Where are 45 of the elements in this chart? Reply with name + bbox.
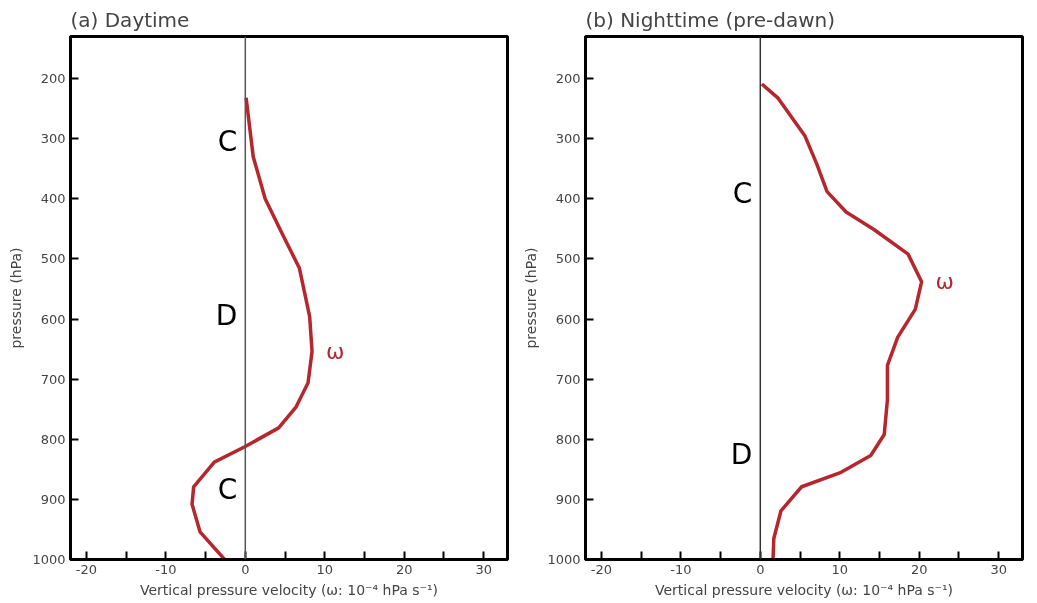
x-tick-label: 10 [831, 561, 849, 577]
y-tick-label: 200 [555, 71, 581, 87]
x-tick-label: 0 [756, 561, 765, 577]
x-tick-label: 0 [241, 561, 250, 577]
y-tick-label: 500 [40, 251, 66, 267]
x-axis-title: Vertical pressure velocity (ω: 10⁻⁴ hPa s⁻¹) [654, 581, 954, 598]
annotation: D [730, 438, 753, 472]
y-tick-label: 200 [40, 71, 66, 87]
y-tick-label: 1000 [547, 552, 581, 567]
y-tick-label: 700 [40, 371, 66, 387]
annotation: C [217, 124, 238, 158]
x-tick-label: 30 [990, 561, 1007, 577]
y-axis-title: pressure (hPa) [8, 247, 25, 349]
y-axis-title: pressure (hPa) [523, 247, 540, 349]
series-label: ω [935, 269, 955, 295]
y-tick-label: 800 [40, 431, 66, 447]
x-tick-label: -20 [590, 561, 613, 577]
annotation: D [215, 298, 238, 332]
y-tick-label: 700 [555, 371, 581, 387]
x-tick-label: -10 [670, 561, 692, 577]
y-tick-label: 500 [555, 251, 581, 267]
series-label: ω [326, 339, 345, 364]
y-tick-label: 400 [555, 191, 581, 207]
y-tick-label: 1000 [32, 552, 66, 567]
y-tick-label: 900 [555, 491, 581, 507]
y-tick-label: 600 [555, 311, 581, 327]
chart-title: (b) Nighttime (pre-dawn) [585, 7, 836, 32]
x-tick-label: -20 [75, 561, 98, 577]
y-tick-label: 400 [40, 191, 66, 207]
line-series [190, 96, 314, 560]
y-tick-label: 300 [555, 131, 581, 147]
x-tick-label: 20 [395, 561, 413, 577]
y-tick-label: 600 [40, 311, 66, 327]
x-tick-label: 20 [910, 561, 928, 577]
x-tick-label: 30 [475, 561, 492, 577]
annotation: C [732, 176, 753, 210]
chart-title: (a) Daytime [70, 7, 190, 32]
y-tick-label: 300 [40, 131, 66, 147]
line-series [760, 82, 924, 560]
x-tick-label: -10 [155, 561, 177, 577]
y-tick-label: 900 [40, 491, 66, 507]
y-tick-label: 800 [555, 431, 581, 447]
x-axis-title: Vertical pressure velocity (ω: 10⁻⁴ hPa s⁻¹) [139, 581, 439, 598]
annotation: C [217, 473, 238, 507]
x-tick-label: 10 [316, 561, 334, 577]
